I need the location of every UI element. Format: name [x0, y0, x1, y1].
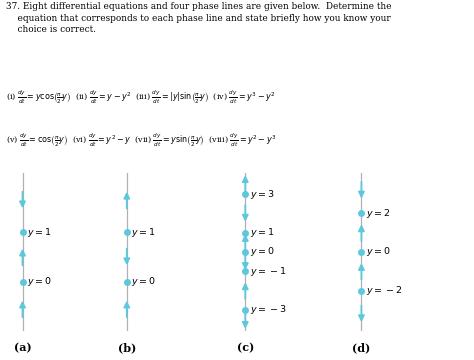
Text: $y = 2$: $y = 2$: [366, 207, 391, 220]
Text: $y = -2$: $y = -2$: [366, 284, 402, 297]
Text: $y = 1$: $y = 1$: [131, 226, 156, 239]
Text: (v) $\frac{dy}{dt} = \cos\!\left(\frac{\pi}{2}y\right)$  (vi) $\frac{dy}{dt} = y: (v) $\frac{dy}{dt} = \cos\!\left(\frac{\…: [6, 131, 276, 149]
Text: $y = -1$: $y = -1$: [250, 265, 286, 278]
Text: (i) $\frac{dy}{dt} = y\cos\!\left(\frac{\pi}{2}y\right)$  (ii) $\frac{dy}{dt} = : (i) $\frac{dy}{dt} = y\cos\!\left(\frac{…: [6, 88, 275, 106]
Text: $y = 0$: $y = 0$: [27, 275, 52, 288]
Text: $y = 0$: $y = 0$: [131, 275, 156, 288]
Text: 37. Eight differential equations and four phase lines are given below.  Determin: 37. Eight differential equations and fou…: [6, 2, 391, 35]
Text: (c): (c): [237, 342, 254, 353]
Text: $y = 0$: $y = 0$: [250, 246, 275, 258]
Text: (d): (d): [352, 342, 371, 353]
Text: $y = 3$: $y = 3$: [250, 188, 275, 201]
Text: $y = 1$: $y = 1$: [27, 226, 52, 239]
Text: $y = 1$: $y = 1$: [250, 226, 274, 239]
Text: $y = 0$: $y = 0$: [366, 246, 391, 258]
Text: (b): (b): [118, 342, 136, 353]
Text: $y = -3$: $y = -3$: [250, 303, 286, 316]
Text: (a): (a): [14, 342, 31, 353]
